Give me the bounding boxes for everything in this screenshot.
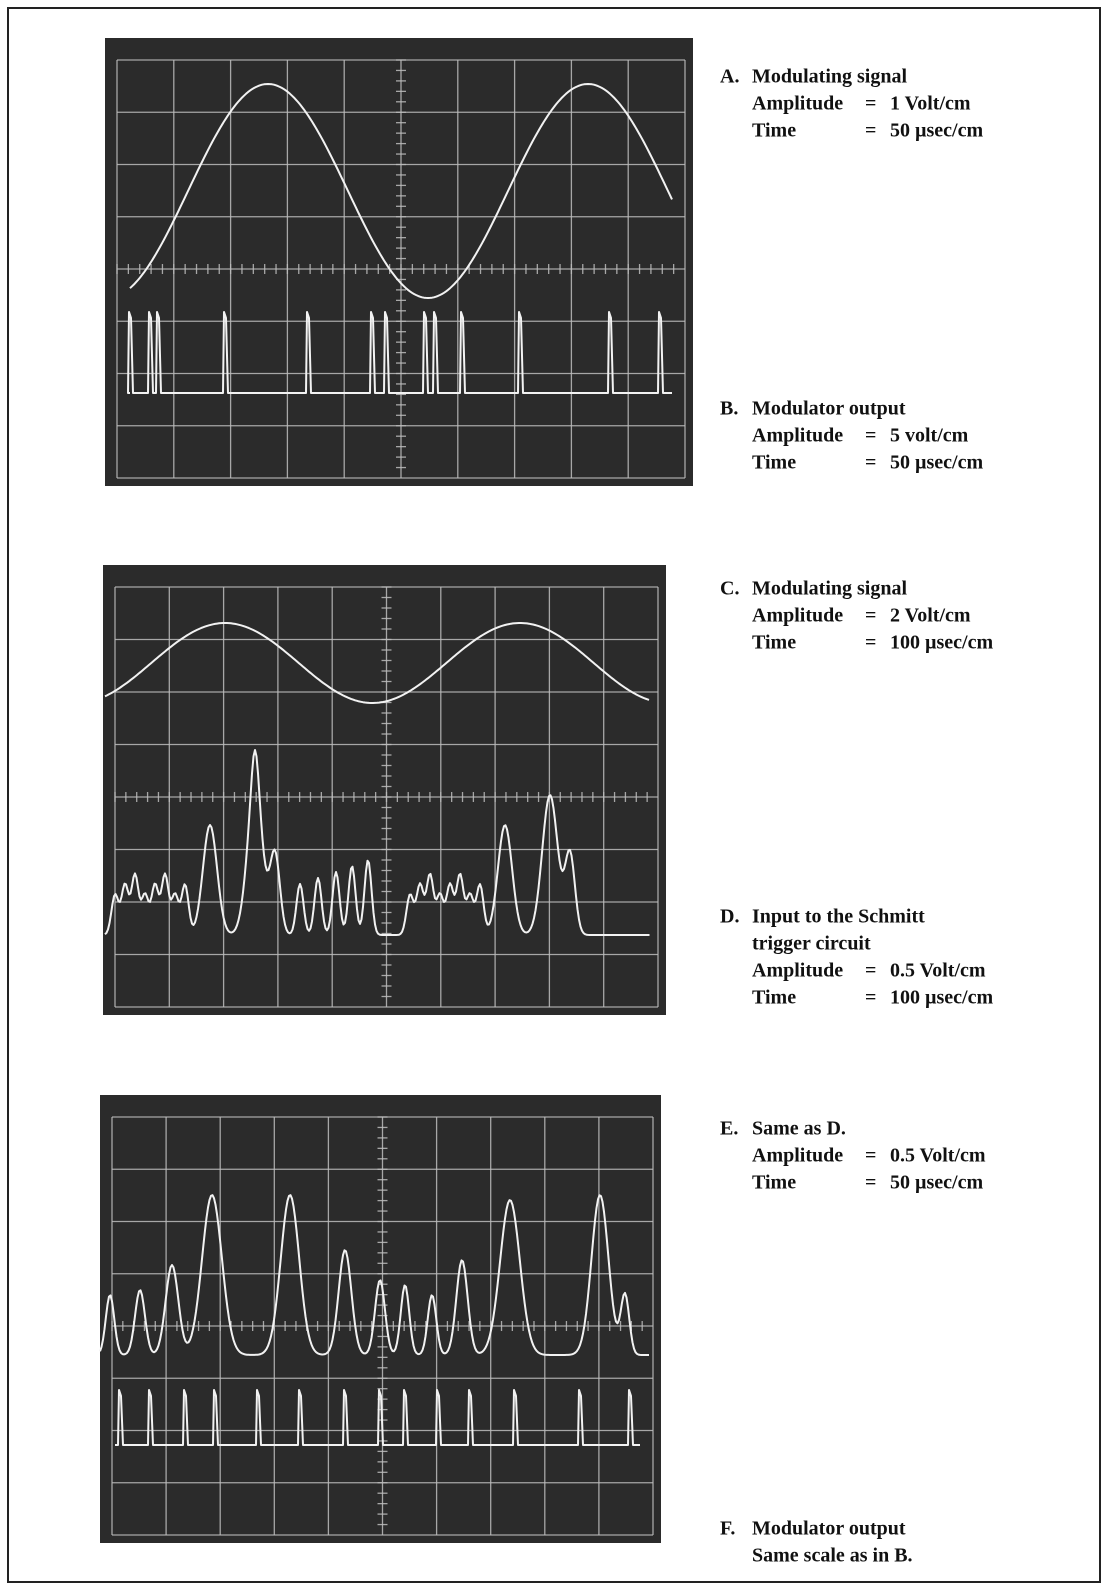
caption-equals: = [865, 1145, 876, 1167]
caption-letter: A. [720, 66, 739, 88]
caption-value: 100 µsec/cm [890, 632, 993, 654]
caption-heading: Modulating signal [752, 66, 907, 88]
caption-equals: = [865, 452, 876, 474]
caption-value: 50 µsec/cm [890, 1172, 983, 1194]
caption-value: 50 µsec/cm [890, 120, 983, 142]
caption-key: Amplitude [752, 605, 843, 627]
caption-key: Time [752, 120, 796, 142]
caption-key: Time [752, 1172, 796, 1194]
caption-key: Amplitude [752, 960, 843, 982]
caption-equals: = [865, 960, 876, 982]
caption-letter: B. [720, 398, 738, 420]
figure-page: A. Modulating signal Amplitude = 1 Volt/cm Ti… [0, 0, 1109, 1592]
caption-heading: trigger circuit [752, 933, 871, 955]
caption-key: Amplitude [752, 425, 843, 447]
caption-value: 0.5 Volt/cm [890, 1145, 986, 1167]
caption-letter: C. [720, 578, 739, 600]
caption-value: 1 Volt/cm [890, 93, 971, 115]
caption-heading: Modulator output [752, 398, 906, 420]
caption-key: Amplitude [752, 93, 843, 115]
caption-heading: Modulator output [752, 1518, 906, 1540]
caption-letter: E. [720, 1118, 738, 1140]
caption-letter: D. [720, 906, 739, 928]
scope-screen [100, 1095, 661, 1543]
caption-equals: = [865, 425, 876, 447]
caption-heading: Same scale as in B. [752, 1545, 913, 1567]
caption-equals: = [865, 1172, 876, 1194]
scope-screen [105, 38, 693, 486]
caption-value: 100 µsec/cm [890, 987, 993, 1009]
caption-value: 50 µsec/cm [890, 452, 983, 474]
caption-value: 2 Volt/cm [890, 605, 971, 627]
caption-value: 5 volt/cm [890, 425, 969, 447]
caption-heading: Input to the Schmitt [752, 906, 925, 928]
caption-key: Time [752, 632, 796, 654]
caption-letter: F. [720, 1518, 735, 1540]
caption-equals: = [865, 987, 876, 1009]
caption-key: Time [752, 987, 796, 1009]
caption-key: Time [752, 452, 796, 474]
caption-key: Amplitude [752, 1145, 843, 1167]
caption-equals: = [865, 120, 876, 142]
caption-heading: Modulating signal [752, 578, 907, 600]
caption-equals: = [865, 632, 876, 654]
caption-heading: Same as D. [752, 1118, 846, 1140]
caption-equals: = [865, 605, 876, 627]
scope-screen [103, 565, 666, 1015]
caption-equals: = [865, 93, 876, 115]
caption-value: 0.5 Volt/cm [890, 960, 986, 982]
